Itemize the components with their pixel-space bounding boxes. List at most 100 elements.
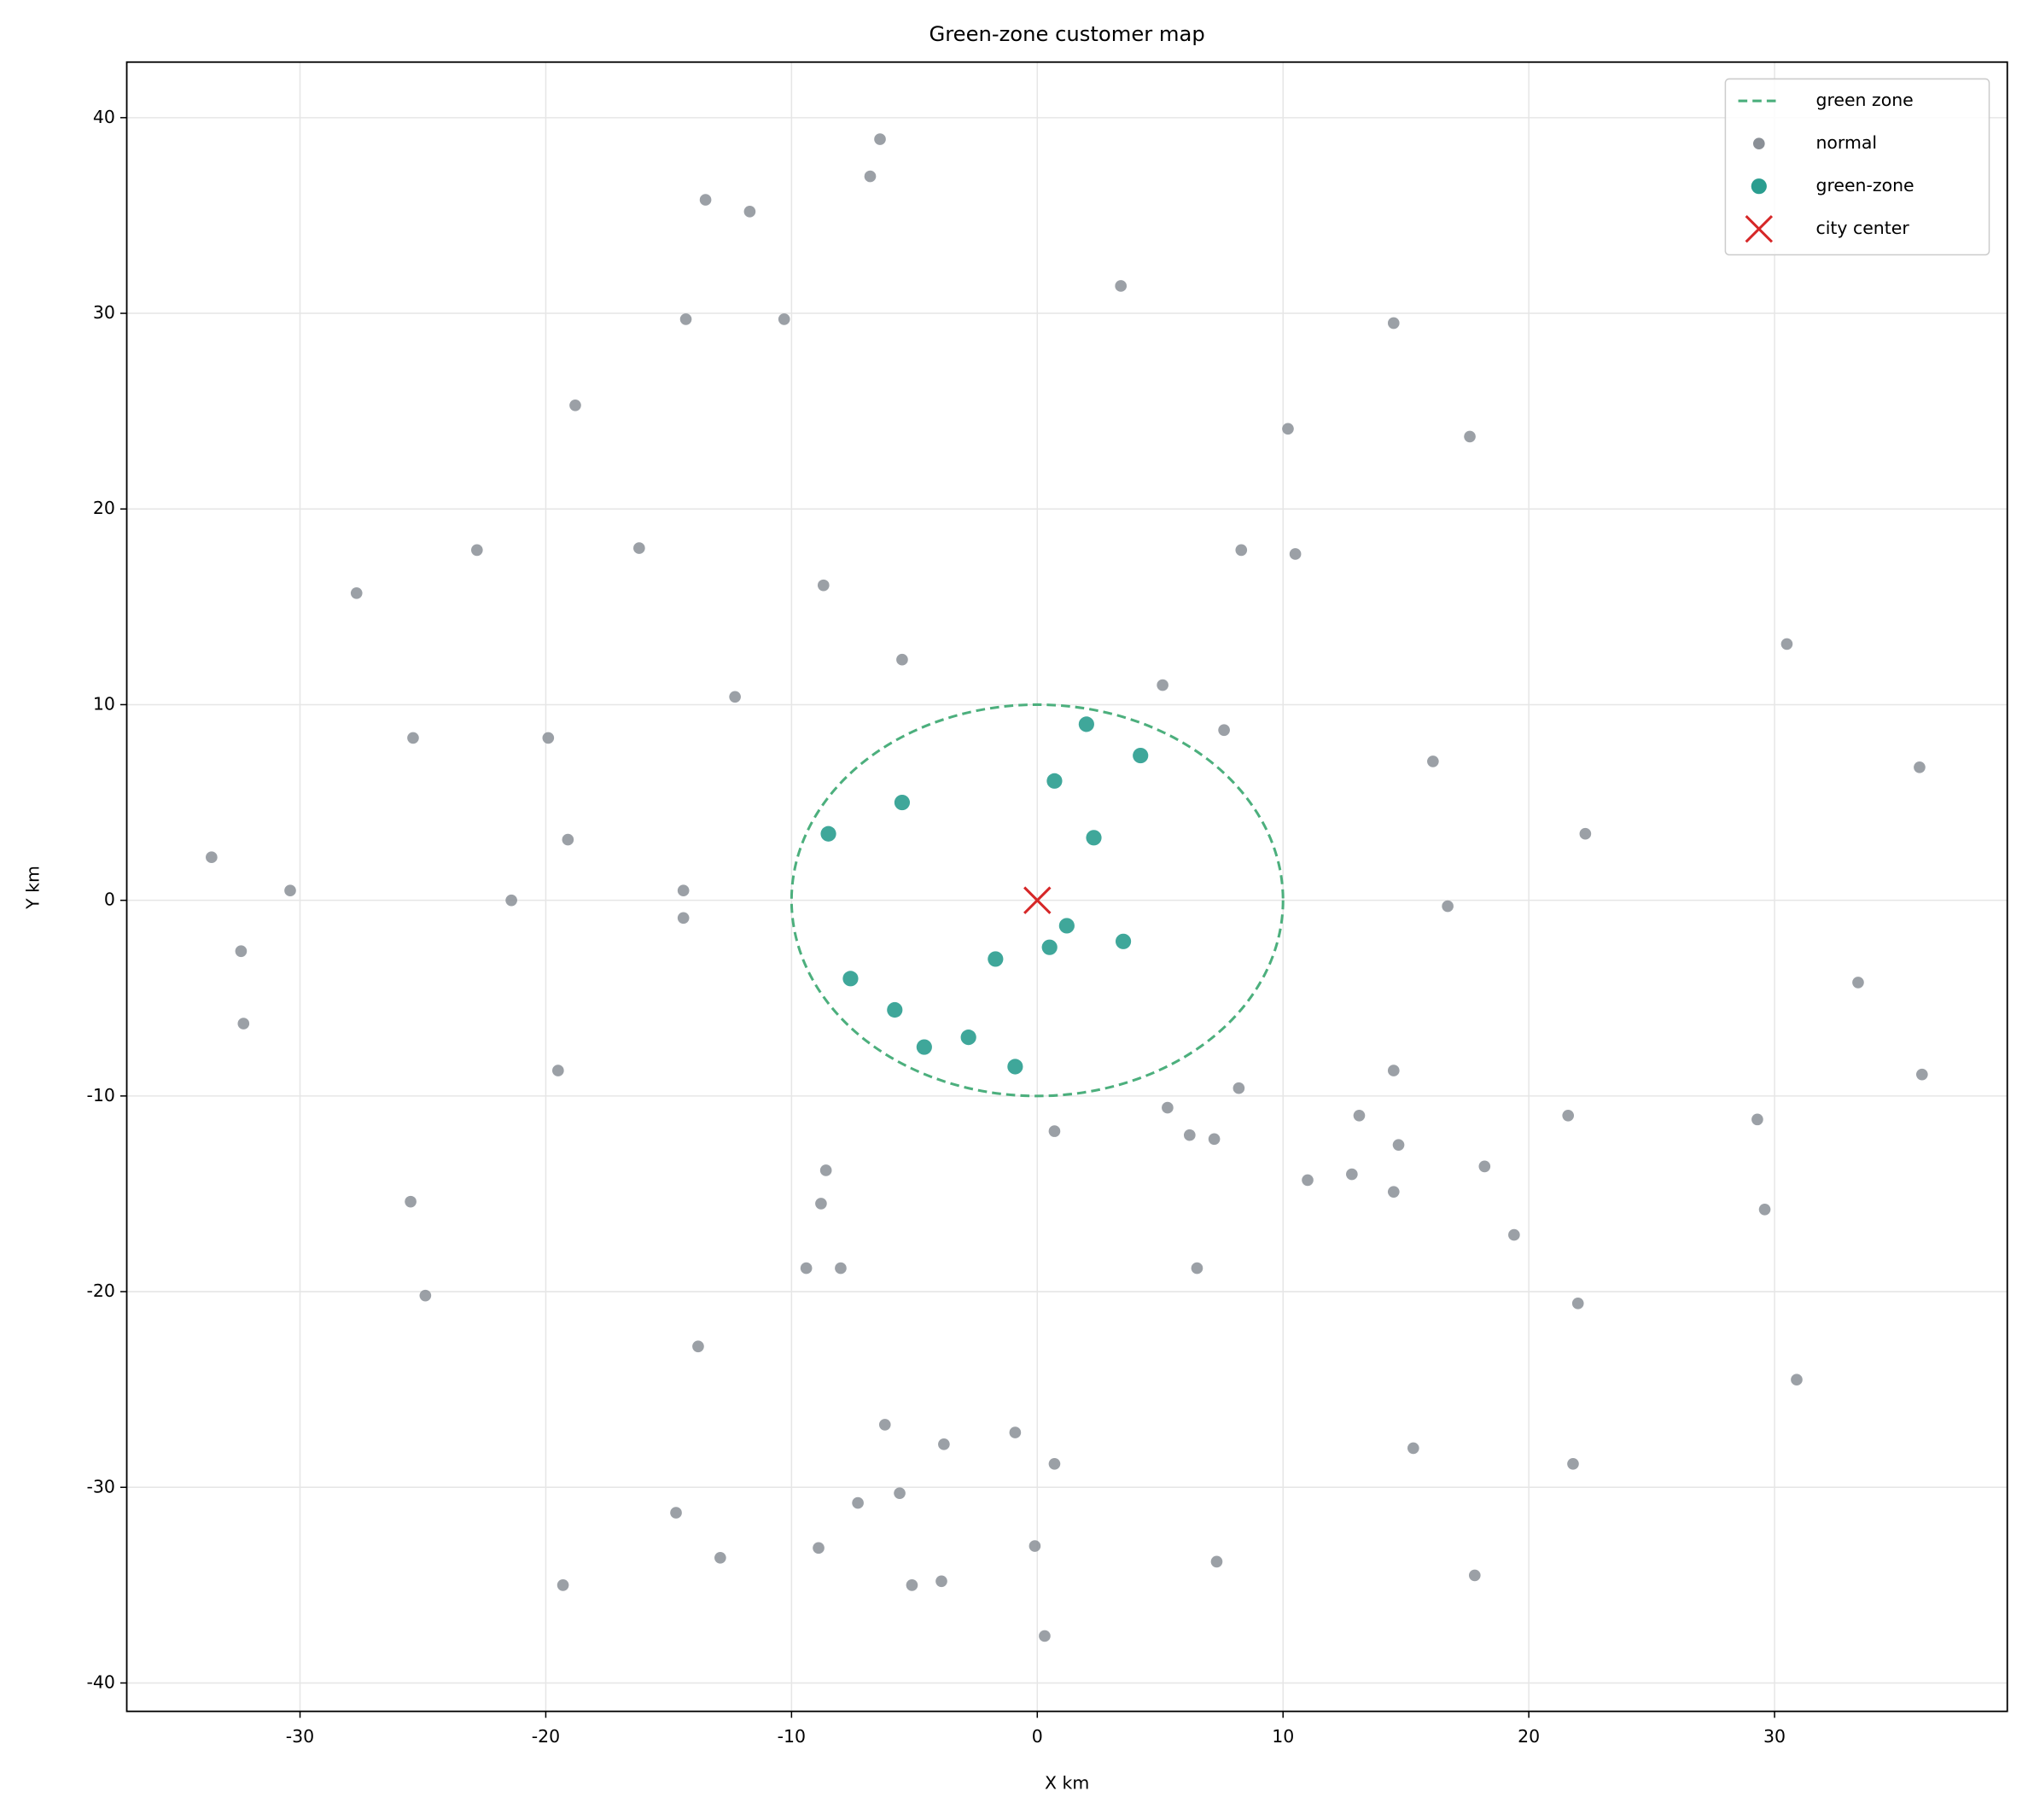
point xyxy=(1464,430,1476,443)
point xyxy=(1579,827,1592,840)
point xyxy=(1162,1101,1174,1114)
point xyxy=(887,1001,903,1018)
point xyxy=(405,1195,417,1208)
point xyxy=(1407,1442,1419,1455)
point xyxy=(350,586,363,599)
point xyxy=(1751,1113,1763,1126)
point xyxy=(470,544,483,557)
point xyxy=(988,951,1004,967)
point xyxy=(633,542,645,554)
city-center xyxy=(1023,886,1052,914)
legend-label: city center xyxy=(1815,218,1909,238)
point xyxy=(677,884,690,897)
point xyxy=(1780,638,1793,650)
point xyxy=(1115,933,1132,949)
point xyxy=(1009,1426,1022,1438)
point xyxy=(235,945,248,958)
x-axis-label: X km xyxy=(1045,1773,1089,1794)
point xyxy=(864,170,877,183)
y-tick-label: 10 xyxy=(93,693,115,714)
point xyxy=(1468,1569,1481,1582)
green-zone-circle xyxy=(790,703,1285,1098)
point xyxy=(906,1579,918,1591)
point xyxy=(1048,1457,1061,1470)
point xyxy=(1086,830,1102,846)
point xyxy=(1478,1160,1491,1173)
point xyxy=(778,313,790,325)
point xyxy=(1442,900,1454,913)
point xyxy=(1567,1457,1579,1470)
legend-swatch xyxy=(1745,214,1774,243)
point xyxy=(557,1579,569,1591)
point xyxy=(1387,1065,1400,1076)
point xyxy=(1392,1139,1405,1151)
point xyxy=(1039,1630,1051,1642)
y-tick-label: -10 xyxy=(86,1085,114,1105)
point xyxy=(1233,1082,1245,1094)
point xyxy=(1562,1109,1575,1122)
point xyxy=(1346,1168,1358,1181)
x-tick-label: 0 xyxy=(1032,1726,1043,1747)
point xyxy=(1852,977,1864,989)
point xyxy=(1048,1125,1061,1137)
y-tick-label: 20 xyxy=(93,498,115,518)
point xyxy=(1078,716,1094,732)
point xyxy=(815,1198,827,1210)
point xyxy=(729,691,741,703)
point xyxy=(1208,1133,1221,1146)
chart-title: Green-zone customer map xyxy=(929,21,1204,46)
point xyxy=(714,1551,726,1564)
point xyxy=(894,1487,906,1499)
legend-label: normal xyxy=(1815,132,1877,153)
legend-swatch xyxy=(1752,137,1765,150)
point xyxy=(878,1419,891,1431)
point xyxy=(677,912,690,925)
point xyxy=(1183,1129,1196,1141)
point xyxy=(1282,423,1294,435)
point xyxy=(1218,724,1230,737)
point xyxy=(284,884,296,897)
plot-frame xyxy=(125,61,2008,1712)
cross-stroke xyxy=(1745,214,1774,243)
legend-box xyxy=(1724,78,1990,256)
point xyxy=(960,1030,976,1046)
point xyxy=(1427,755,1439,767)
point xyxy=(1289,548,1302,560)
point xyxy=(1387,317,1400,330)
point xyxy=(1058,918,1075,934)
point xyxy=(743,206,756,218)
point xyxy=(1387,1186,1400,1198)
x-tick-label: 10 xyxy=(1272,1726,1294,1747)
point xyxy=(1791,1374,1803,1386)
y-tick-label: 40 xyxy=(93,107,115,127)
x-tick-label: 20 xyxy=(1518,1726,1540,1747)
point xyxy=(569,399,581,411)
point xyxy=(699,194,712,206)
legend-label: green-zone xyxy=(1815,175,1914,195)
x-tick-label: -30 xyxy=(286,1726,314,1747)
point xyxy=(692,1340,704,1353)
point xyxy=(1508,1228,1520,1241)
point xyxy=(852,1496,864,1509)
point xyxy=(1029,1540,1041,1552)
point xyxy=(1191,1262,1203,1275)
point xyxy=(1046,773,1063,789)
point xyxy=(813,1542,825,1555)
point xyxy=(562,833,574,846)
point xyxy=(916,1039,932,1055)
point xyxy=(1571,1298,1584,1310)
point xyxy=(670,1507,682,1519)
point xyxy=(938,1438,950,1450)
point xyxy=(896,653,908,666)
point xyxy=(1007,1059,1023,1075)
point xyxy=(1235,544,1248,557)
point xyxy=(894,794,911,811)
point xyxy=(1133,747,1149,764)
point xyxy=(935,1575,947,1588)
y-tick-label: 30 xyxy=(93,302,115,323)
point xyxy=(800,1262,813,1275)
point xyxy=(1115,280,1128,292)
point xyxy=(407,732,419,744)
point xyxy=(419,1289,432,1302)
